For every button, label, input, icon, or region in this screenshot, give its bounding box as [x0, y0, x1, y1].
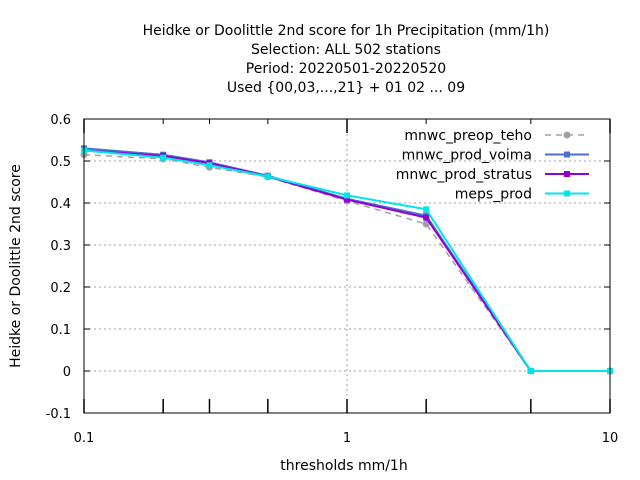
axis-ticks: -0.1 0 0.1 0.2 0.3 0.4 0.5 0.6 0.1 1 10: [46, 113, 619, 446]
legend: mnwc_preop_teho mnwc_prod_voima mnwc_prod_…: [396, 128, 589, 203]
x-tick-label: 1: [343, 431, 351, 446]
y-tick-label: -0.1: [46, 407, 71, 422]
data-point: [206, 162, 213, 169]
data-point: [422, 220, 430, 228]
data-point: [160, 154, 167, 161]
x-axis-label: thresholds mm/1h: [280, 458, 407, 474]
legend-swatch-marker: [564, 190, 570, 197]
legend-label: mnwc_preop_teho: [404, 128, 532, 144]
y-tick-label: 0.1: [50, 323, 71, 338]
y-tick-label: 0: [63, 365, 71, 380]
legend-swatch-marker: [563, 131, 571, 139]
y-tick-label: 0.6: [50, 113, 71, 128]
legend-label: meps_prod: [455, 187, 532, 203]
data-point: [344, 192, 350, 199]
x-tick-label: 0.1: [74, 431, 95, 446]
data-point: [264, 173, 271, 180]
data-point: [344, 196, 350, 203]
legend-label: mnwc_prod_stratus: [396, 167, 532, 183]
y-tick-label: 0.3: [50, 239, 71, 254]
data-point: [527, 368, 534, 374]
data-point: [423, 214, 430, 221]
title-line: Heidke or Doolittle 2nd score for 1h Pre…: [143, 23, 550, 39]
title-line: Selection: ALL 502 stations: [251, 42, 441, 58]
legend-swatch-marker: [564, 171, 570, 177]
y-tick-label: 0.2: [50, 281, 71, 296]
title-line: Used {00,03,...,21} + 01 02 ... 09: [227, 80, 465, 96]
data-point: [423, 206, 430, 213]
legend-swatch-marker: [564, 151, 570, 158]
y-tick-label: 0.4: [50, 197, 71, 212]
y-tick-label: 0.5: [50, 155, 71, 170]
chart-title: Heidke or Doolittle 2nd score for 1h Pre…: [143, 23, 550, 96]
grid: [84, 119, 610, 413]
y-axis-label: Heidke or Doolittle 2nd score: [8, 164, 24, 368]
series-line-meps_prod: [83, 149, 610, 372]
series-lines: [80, 145, 614, 375]
legend-label: mnwc_prod_voima: [402, 148, 532, 164]
title-line: Period: 20220501-20220520: [246, 61, 446, 77]
x-tick-label: 10: [602, 431, 619, 446]
plot-border: [83, 118, 611, 414]
